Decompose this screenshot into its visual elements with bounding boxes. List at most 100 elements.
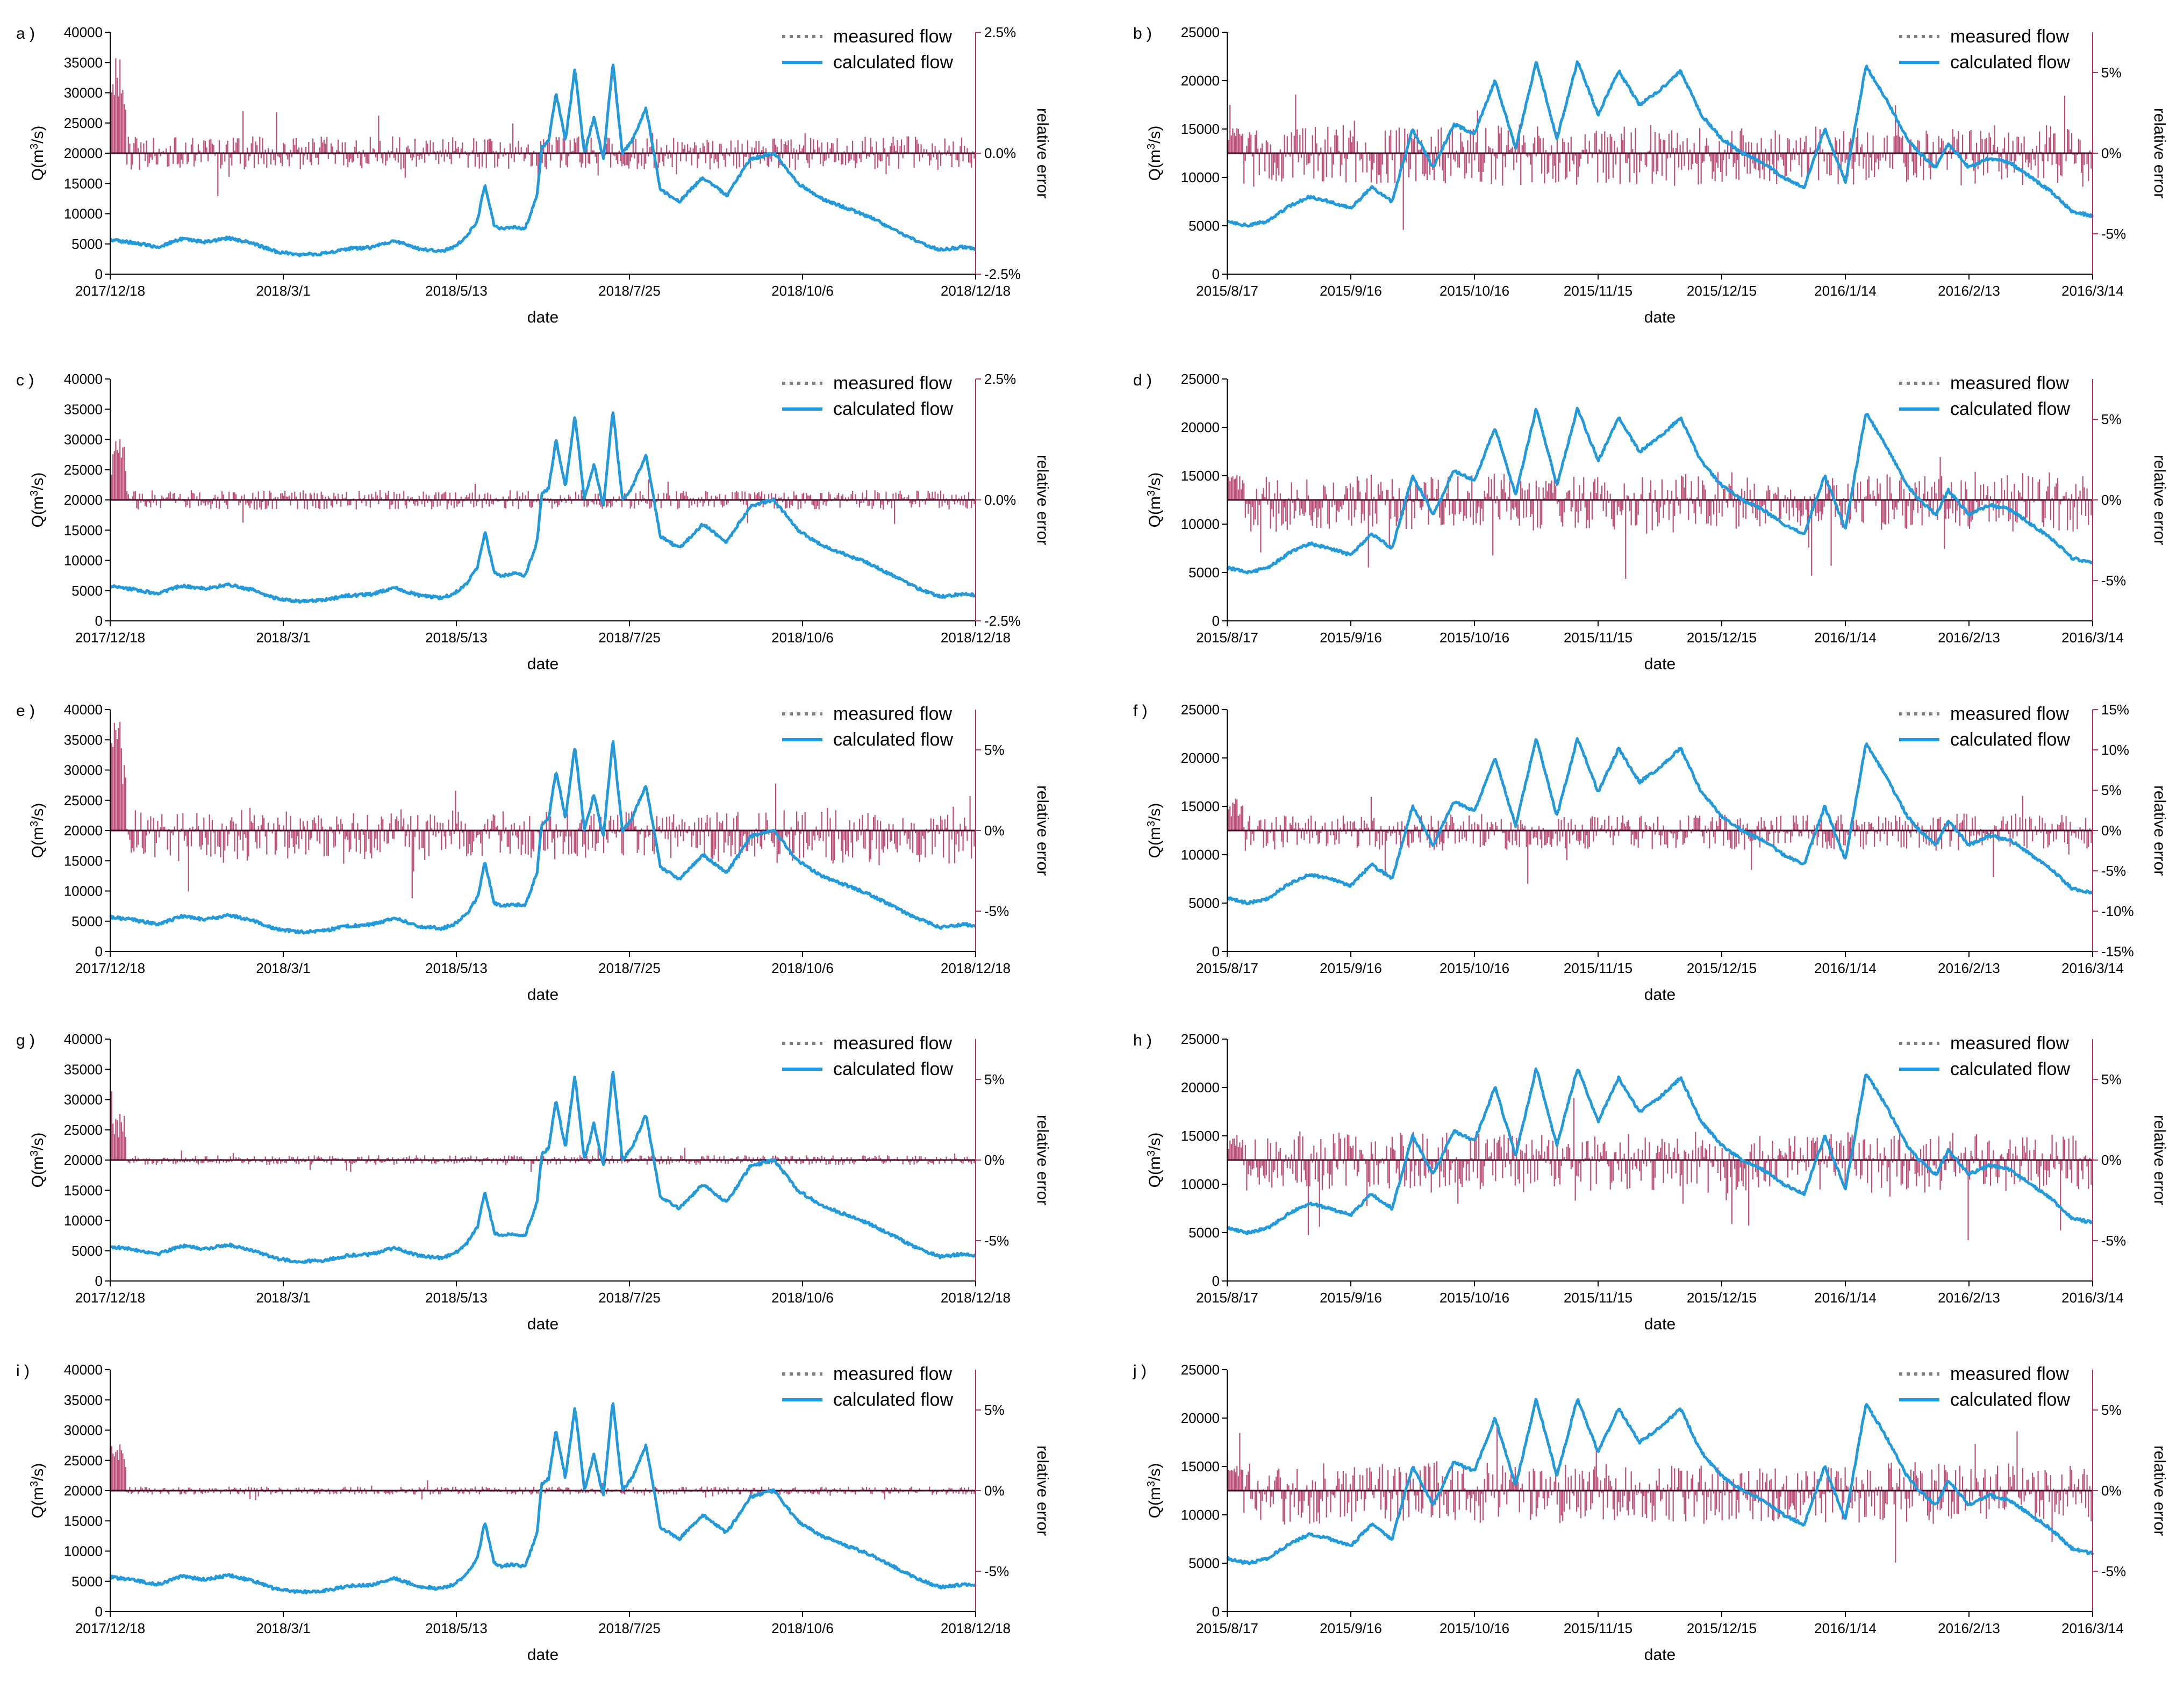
x-tick-label: 2015/8/17 — [1196, 1290, 1258, 1306]
x-tick-label: 2018/3/1 — [256, 1290, 310, 1306]
y2-tick-label: 0% — [984, 1483, 1005, 1499]
y2-axis-title: relative error — [2151, 455, 2168, 545]
y-tick-label: 20000 — [1181, 1410, 1220, 1426]
x-tick-label: 2015/9/16 — [1320, 1620, 1382, 1636]
y2-tick-label: 0% — [984, 1152, 1005, 1168]
panel-label: d ) — [1133, 371, 1152, 389]
calculated-flow-line — [109, 740, 977, 935]
x-axis-title: date — [527, 1646, 558, 1664]
y-tick-label: 0 — [95, 1604, 103, 1620]
relative-error-bars — [109, 1444, 977, 1500]
panel-label: g ) — [16, 1032, 35, 1049]
x-tick-label: 2017/12/18 — [75, 960, 145, 976]
x-tick-label: 2017/12/18 — [75, 629, 145, 646]
x-tick-label: 2018/3/1 — [256, 960, 310, 976]
y-tick-label: 25000 — [1181, 702, 1220, 718]
x-axis-title: date — [1644, 986, 1675, 1004]
y-tick-label: 5000 — [1188, 218, 1220, 234]
y2-axis-title: relative error — [1034, 1445, 1051, 1536]
y-tick-label: 25000 — [64, 1122, 103, 1138]
y-tick-label: 30000 — [64, 85, 103, 101]
x-tick-label: 2015/8/17 — [1196, 629, 1258, 646]
y2-tick-label: 5% — [2101, 1071, 2122, 1087]
panel-a: 0 5000 10000 15000 20000 25000 30000 35000 40000… — [16, 24, 1051, 326]
x-axis-title: date — [527, 655, 558, 673]
x-tick-label: 2016/1/14 — [1814, 1620, 1877, 1636]
panel-h: 0 5000 10000 15000 20000 25000 -5% 0% 5% 2015/8/1… — [1133, 1031, 2168, 1333]
y-tick-label: 25000 — [1181, 1362, 1220, 1378]
y-tick-label: 0 — [1212, 1604, 1220, 1620]
panel-d: 0 5000 10000 15000 20000 25000 -5% 0% 5% 2015/8/1… — [1133, 371, 2168, 673]
x-tick-label: 2015/10/16 — [1440, 283, 1509, 299]
y2-tick-label: -5% — [2101, 1233, 2126, 1249]
y-tick-label: 20000 — [1181, 1079, 1220, 1096]
y2-tick-label: 2.5% — [984, 24, 1016, 40]
y-tick-label: 15000 — [64, 1182, 103, 1198]
legend-measured-label: measured flow — [1950, 373, 2070, 393]
legend-calculated-label: calculated flow — [1950, 52, 2070, 73]
y-tick-label: 25000 — [1181, 371, 1220, 387]
legend-measured-label: measured flow — [833, 1364, 953, 1384]
legend-measured-label: measured flow — [833, 373, 953, 393]
y2-axis-title: relative error — [1034, 1115, 1051, 1205]
x-tick-label: 2018/7/25 — [598, 629, 661, 646]
y-tick-label: 0 — [1212, 943, 1220, 960]
measured-flow-line — [1227, 739, 2093, 904]
calculated-flow-line — [109, 1402, 977, 1595]
y-tick-label: 10000 — [64, 883, 103, 899]
y2-tick-label: -5% — [984, 1563, 1009, 1579]
x-tick-label: 2018/5/13 — [425, 960, 488, 976]
y-axis-title: Q(m3/s) — [1145, 1463, 1164, 1519]
y2-axis-title: relative error — [2151, 1115, 2168, 1205]
y-tick-label: 0 — [1212, 613, 1220, 629]
y-tick-label: 35000 — [64, 54, 103, 70]
y2-tick-label: 10% — [2101, 742, 2129, 758]
y-tick-label: 15000 — [64, 853, 103, 869]
y-tick-label: 0 — [1212, 266, 1220, 282]
calculated-flow-line — [109, 411, 976, 604]
y-tick-label: 5000 — [71, 913, 103, 929]
y-tick-label: 25000 — [1181, 1031, 1220, 1047]
x-tick-label: 2016/2/13 — [1938, 1290, 2000, 1306]
y2-tick-label: -15% — [2101, 943, 2134, 960]
measured-flow-line — [1227, 1399, 2093, 1564]
legend-measured-label: measured flow — [833, 26, 953, 47]
x-tick-label: 2017/12/18 — [75, 1290, 145, 1306]
legend-measured-label: measured flow — [833, 704, 953, 724]
x-tick-label: 2016/3/14 — [2061, 283, 2124, 299]
y2-axis-title: relative error — [2151, 1445, 2168, 1536]
y2-tick-label: 0.0% — [984, 492, 1016, 508]
y-tick-label: 0 — [95, 1273, 103, 1289]
legend-calculated-label: calculated flow — [1950, 729, 2070, 750]
x-tick-label: 2018/3/1 — [256, 629, 310, 646]
y2-tick-label: 5% — [2101, 411, 2122, 427]
panel-label: j ) — [1133, 1362, 1147, 1380]
y2-tick-label: -5% — [2101, 226, 2126, 242]
y2-tick-label: 2.5% — [984, 371, 1016, 387]
y2-tick-label: -5% — [2101, 1563, 2126, 1579]
panel-c: 0 5000 10000 15000 20000 25000 30000 35000 40000… — [16, 371, 1051, 673]
y2-tick-label: 0% — [2101, 822, 2122, 839]
y2-axis-title: relative error — [2151, 108, 2168, 198]
calculated-flow-line — [110, 1070, 977, 1264]
x-tick-label: 2018/7/25 — [598, 960, 661, 976]
panel-label: h ) — [1133, 1032, 1152, 1049]
x-tick-label: 2015/11/15 — [1564, 283, 1632, 299]
x-tick-label: 2018/12/18 — [941, 960, 1011, 976]
legend-calculated-label: calculated flow — [833, 1390, 953, 1410]
x-axis-title: date — [1644, 1315, 1675, 1333]
y2-axis-title: relative error — [1034, 455, 1051, 545]
x-tick-label: 2015/8/17 — [1196, 960, 1258, 976]
y-tick-label: 25000 — [64, 792, 103, 808]
y-tick-label: 20000 — [1181, 73, 1220, 89]
y2-tick-label: 0.0% — [984, 145, 1016, 161]
y-tick-label: 10000 — [1181, 847, 1220, 863]
x-tick-label: 2016/3/14 — [2061, 1620, 2124, 1636]
x-tick-label: 2017/12/18 — [75, 283, 145, 299]
x-tick-label: 2015/10/16 — [1440, 960, 1509, 976]
x-tick-label: 2016/1/14 — [1814, 1290, 1877, 1306]
y2-tick-label: -5% — [2101, 572, 2126, 589]
y-axis-title: Q(m3/s) — [1145, 473, 1164, 528]
x-tick-label: 2016/2/13 — [1938, 1620, 2000, 1636]
